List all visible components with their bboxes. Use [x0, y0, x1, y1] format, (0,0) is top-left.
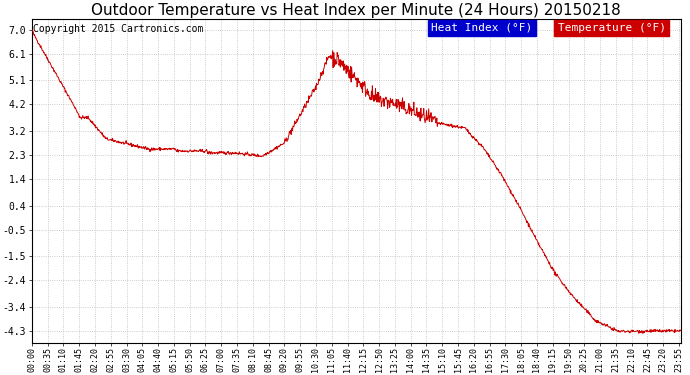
- Text: Heat Index (°F): Heat Index (°F): [431, 23, 532, 33]
- Text: Copyright 2015 Cartronics.com: Copyright 2015 Cartronics.com: [33, 24, 204, 34]
- Text: Temperature (°F): Temperature (°F): [558, 23, 666, 33]
- Title: Outdoor Temperature vs Heat Index per Minute (24 Hours) 20150218: Outdoor Temperature vs Heat Index per Mi…: [92, 3, 621, 18]
